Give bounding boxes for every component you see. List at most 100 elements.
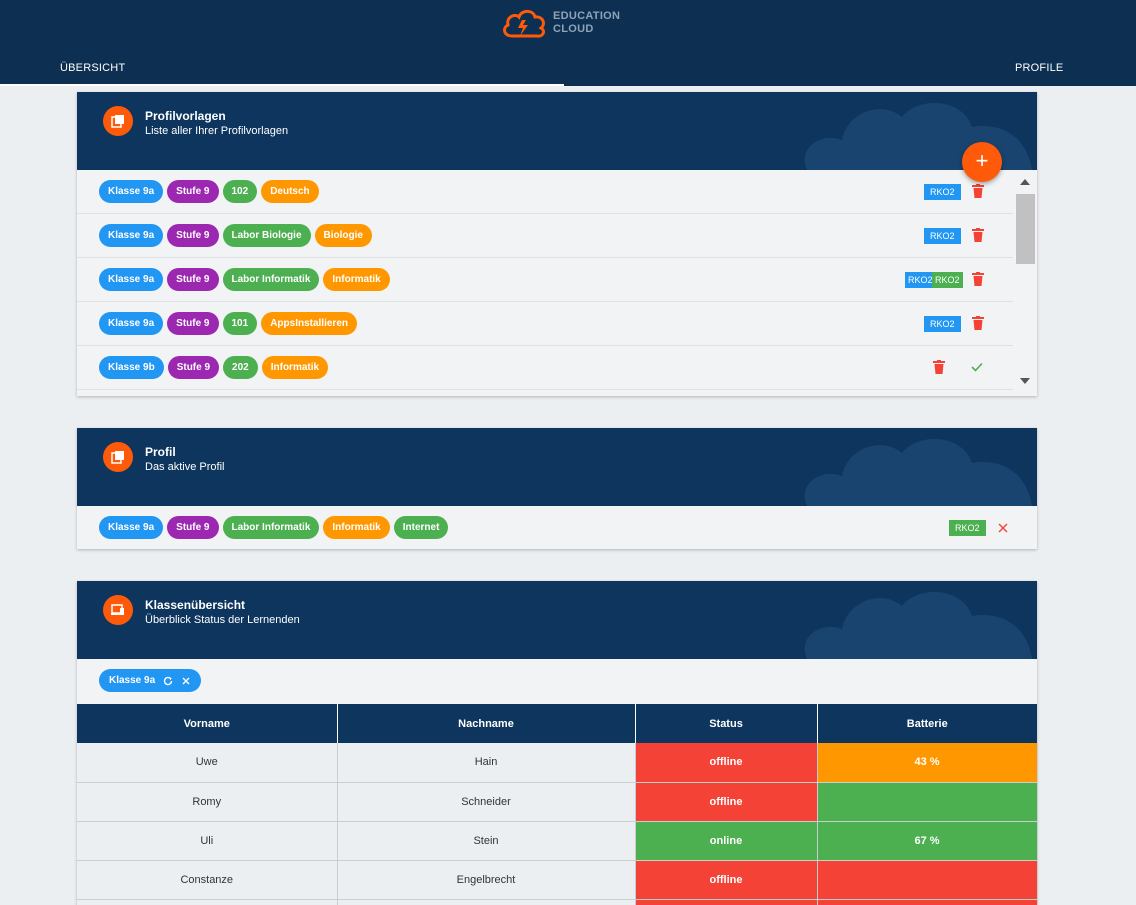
profilvorlagen-header: Profilvorlagen Liste aller Ihrer Profilv… bbox=[77, 92, 1037, 170]
chip-subject: Informatik bbox=[261, 356, 329, 379]
profil-title: Profil bbox=[145, 445, 176, 459]
table-row[interactable]: Romy Schneider offline bbox=[77, 782, 1038, 822]
table-row[interactable]: Constanze Engelbrecht offline bbox=[77, 860, 1038, 900]
tab-uebersicht[interactable]: ÜBERSICHT bbox=[60, 62, 126, 74]
device-tag: RKO2 bbox=[924, 184, 961, 200]
trash-icon[interactable] bbox=[972, 316, 984, 330]
profilvorlagen-title: Profilvorlagen bbox=[145, 109, 226, 123]
column-header-nachname[interactable]: Nachname bbox=[337, 704, 636, 743]
column-header-batterie[interactable]: Batterie bbox=[817, 704, 1037, 743]
student-table: Vorname Nachname Status Batterie Uwe Hai… bbox=[77, 704, 1038, 905]
klassen-title: Klassenübersicht bbox=[145, 598, 246, 612]
cell-nachname: Schneider bbox=[337, 782, 636, 822]
scroll-down-icon[interactable] bbox=[1020, 378, 1030, 384]
chip-grade: Stufe 9 bbox=[167, 312, 219, 335]
cell-status: offline bbox=[635, 860, 818, 900]
class-filter-label: Klasse 9a bbox=[109, 675, 156, 686]
cell-batterie: 67 % bbox=[817, 821, 1038, 861]
add-template-button[interactable]: + bbox=[962, 142, 1002, 182]
klassenuebersicht-card: Klassenübersicht Überblick Status der Le… bbox=[77, 581, 1038, 905]
activate-check-icon[interactable] bbox=[970, 360, 984, 374]
cell-status: offline bbox=[635, 782, 818, 822]
cell-vorname: Uwe bbox=[77, 743, 338, 783]
education-cloud-logo: EDUCATION CLOUD bbox=[500, 6, 620, 44]
profil-card: Profil Das aktive Profil Klasse 9a Stufe… bbox=[77, 428, 1037, 549]
chip-grade: Stufe 9 bbox=[167, 516, 219, 539]
cell-nachname: Stein bbox=[337, 821, 636, 861]
logo-text-line2: CLOUD bbox=[553, 23, 594, 35]
cell-batterie bbox=[817, 860, 1038, 900]
cell-vorname: Romy bbox=[77, 782, 338, 822]
device-tag: RKO2 bbox=[949, 520, 986, 536]
device-tag: RKO2 bbox=[932, 272, 963, 288]
table-row[interactable]: Uli Stein online 67 % bbox=[77, 821, 1038, 861]
class-filter-row: Klasse 9a bbox=[77, 659, 1037, 704]
profil-subtitle: Das aktive Profil bbox=[145, 461, 225, 473]
chip-subject: Informatik bbox=[323, 268, 390, 291]
chip-room: Labor Informatik bbox=[222, 268, 320, 291]
refresh-icon[interactable] bbox=[163, 676, 173, 686]
chip-grade: Stufe 9 bbox=[167, 268, 219, 291]
list-item[interactable]: Klasse 9a Stufe 9 102 Deutsch RKO2 bbox=[77, 170, 1013, 214]
chip-class: Klasse 9a bbox=[99, 312, 164, 335]
profilvorlagen-card: Profilvorlagen Liste aller Ihrer Profilv… bbox=[77, 92, 1037, 396]
chip-room: 202 bbox=[223, 356, 258, 379]
klassen-subtitle: Überblick Status der Lernenden bbox=[145, 614, 300, 626]
chip-subject: Deutsch bbox=[261, 180, 319, 203]
table-row[interactable] bbox=[77, 899, 1038, 905]
cell-nachname: Hain bbox=[337, 743, 636, 783]
klassenuebersicht-header: Klassenübersicht Überblick Status der Le… bbox=[77, 581, 1037, 659]
devices-icon bbox=[103, 595, 133, 625]
cell-nachname: Engelbrecht bbox=[337, 860, 636, 900]
list-item[interactable]: Klasse 9a Stufe 9 Labor Informatik Infor… bbox=[77, 258, 1013, 302]
trash-icon[interactable] bbox=[972, 228, 984, 242]
close-icon[interactable] bbox=[181, 676, 191, 686]
active-profile-row: Klasse 9a Stufe 9 Labor Informatik Infor… bbox=[77, 506, 1037, 550]
chip-room: Labor Biologie bbox=[222, 224, 311, 247]
device-tag: RKO2 bbox=[924, 228, 961, 244]
trash-icon[interactable] bbox=[972, 184, 984, 198]
top-app-bar: EDUCATION CLOUD ÜBERSICHT PROFILE bbox=[0, 0, 1136, 86]
cell-batterie bbox=[817, 782, 1038, 822]
profile-icon bbox=[103, 442, 133, 472]
chip-subject: Informatik bbox=[323, 516, 390, 539]
close-icon[interactable] bbox=[997, 522, 1009, 534]
chip-feature: Internet bbox=[393, 516, 449, 539]
logo-text-line1: EDUCATION bbox=[553, 10, 621, 22]
chip-grade: Stufe 9 bbox=[167, 180, 219, 203]
device-tag: RKO2 bbox=[924, 316, 961, 332]
tab-profile[interactable]: PROFILE bbox=[1015, 62, 1064, 74]
templates-icon bbox=[103, 106, 133, 136]
template-list-scrollbar[interactable] bbox=[1014, 170, 1037, 394]
template-list: Klasse 9a Stufe 9 102 Deutsch RKO2 Klass… bbox=[77, 170, 1037, 394]
list-item[interactable]: Klasse 9a Stufe 9 Labor Biologie Biologi… bbox=[77, 214, 1013, 258]
scroll-thumb[interactable] bbox=[1016, 194, 1035, 264]
chip-subject: Biologie bbox=[314, 224, 372, 247]
cell-batterie: 43 % bbox=[817, 743, 1038, 783]
chip-subject: AppsInstallieren bbox=[261, 312, 357, 335]
cloud-decoration-icon bbox=[804, 439, 1032, 506]
chip-room: 101 bbox=[222, 312, 258, 335]
chip-class: Klasse 9b bbox=[99, 356, 164, 379]
chip-room: 102 bbox=[222, 180, 258, 203]
column-header-status[interactable]: Status bbox=[635, 704, 818, 743]
device-tag: RKO2 bbox=[905, 272, 936, 288]
cell-status: offline bbox=[635, 743, 818, 783]
column-header-vorname[interactable]: Vorname bbox=[77, 704, 338, 743]
chip-class: Klasse 9a bbox=[99, 224, 164, 247]
scroll-up-icon[interactable] bbox=[1020, 179, 1030, 185]
trash-icon[interactable] bbox=[933, 360, 945, 374]
list-item[interactable]: Klasse 9b Stufe 9 202 Informatik bbox=[77, 346, 1013, 390]
trash-icon[interactable] bbox=[972, 272, 984, 286]
table-header-row: Vorname Nachname Status Batterie bbox=[77, 704, 1037, 743]
profilvorlagen-subtitle: Liste aller Ihrer Profilvorlagen bbox=[145, 125, 289, 137]
active-tab-indicator bbox=[0, 84, 564, 86]
class-filter-chip[interactable]: Klasse 9a bbox=[99, 669, 202, 692]
profil-header: Profil Das aktive Profil bbox=[77, 428, 1037, 506]
list-item[interactable]: Klasse 9a Stufe 9 101 AppsInstallieren R… bbox=[77, 302, 1013, 346]
table-row[interactable]: Uwe Hain offline 43 % bbox=[77, 743, 1038, 783]
chip-grade: Stufe 9 bbox=[167, 356, 220, 379]
chip-grade: Stufe 9 bbox=[167, 224, 219, 247]
chip-room: Labor Informatik bbox=[222, 516, 320, 539]
cell-vorname: Constanze bbox=[77, 860, 338, 900]
